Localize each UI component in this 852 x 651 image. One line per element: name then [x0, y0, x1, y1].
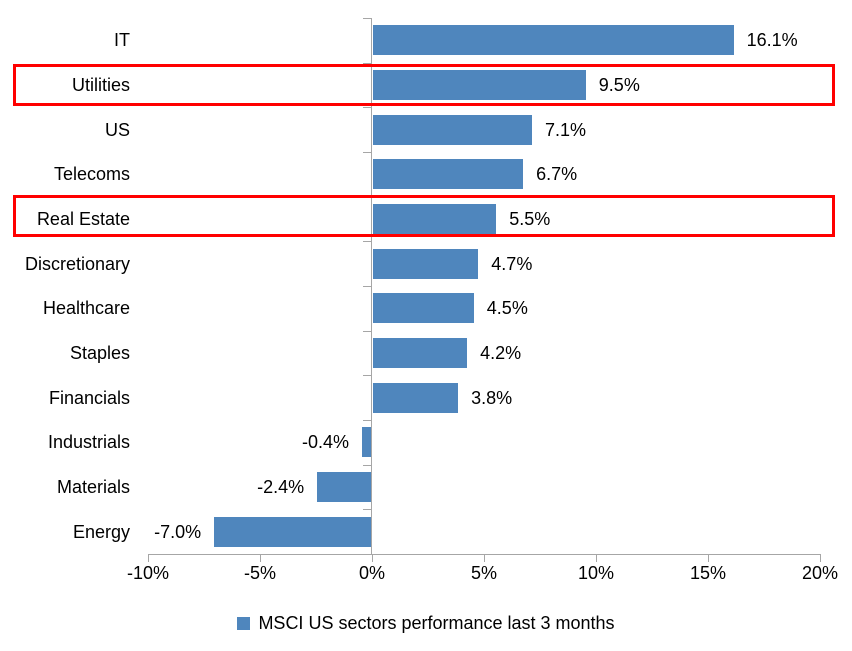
- category-label: Discretionary: [24, 253, 130, 274]
- value-label: 4.7%: [491, 253, 533, 274]
- highlight-box-real-estate: [13, 195, 835, 237]
- category-label: Real Estate: [36, 209, 130, 229]
- bar: [373, 248, 479, 279]
- value-label: -2.4%: [257, 477, 305, 497]
- bar: [373, 338, 468, 368]
- category-label: Telecoms: [53, 164, 130, 185]
- category-label: Industrials: [47, 432, 130, 453]
- bar: [214, 516, 371, 547]
- bar: [373, 159, 524, 190]
- category-label: Healthcare: [42, 298, 130, 319]
- bar: [373, 293, 474, 324]
- value-label: 4.2%: [480, 343, 522, 363]
- category-axis-tick: [363, 62, 371, 64]
- category-label: Energy: [72, 521, 130, 542]
- category-label: Financials: [48, 387, 130, 408]
- value-axis-tick: [484, 554, 485, 562]
- category-axis-tick: [363, 286, 371, 287]
- value-label: 4.5%: [486, 298, 528, 319]
- category-axis-tick: [363, 241, 371, 243]
- legend-label: MSCI US sectors performance last 3 month…: [258, 613, 615, 633]
- legend: MSCI US sectors performance last 3 month…: [0, 611, 852, 635]
- value-axis-tick-label: 20%: [801, 563, 839, 583]
- category-axis-tick: [363, 107, 371, 109]
- category-label: Utilities: [71, 75, 130, 95]
- category-label: Materials: [56, 477, 130, 497]
- highlight-box-utilities: [13, 64, 835, 106]
- bar: [373, 25, 734, 56]
- category-axis-tick: [363, 464, 371, 466]
- value-axis-tick: [708, 554, 709, 562]
- value-axis-tick: [260, 554, 261, 562]
- value-label: 7.1%: [545, 119, 587, 140]
- bar: [373, 70, 586, 100]
- category-axis-tick: [363, 152, 371, 153]
- category-axis-tick: [363, 509, 371, 511]
- category-axis-tick: [363, 375, 371, 377]
- category-label: Staples: [69, 343, 130, 363]
- bar: [317, 472, 371, 502]
- value-label: -7.0%: [154, 521, 202, 542]
- value-axis-tick-label: 10%: [577, 563, 615, 583]
- value-axis-tick: [820, 554, 821, 562]
- value-axis-tick-label: -10%: [126, 563, 170, 583]
- category-axis-tick: [363, 330, 371, 332]
- legend-series-swatch: [237, 616, 251, 630]
- value-label: 3.8%: [471, 387, 513, 408]
- value-axis-tick: [372, 554, 373, 562]
- bar: [373, 382, 459, 413]
- value-axis-tick-label: 15%: [689, 563, 727, 583]
- value-axis-tick-label: 5%: [470, 563, 497, 583]
- category-label: US: [104, 119, 130, 140]
- value-axis-tick-label: -5%: [243, 563, 276, 583]
- value-label: 9.5%: [598, 75, 640, 95]
- value-label: 5.5%: [509, 209, 551, 229]
- category-axis-tick: [363, 420, 371, 421]
- category-axis-line: [371, 18, 372, 554]
- value-label: -0.4%: [301, 432, 349, 453]
- value-axis-tick: [148, 554, 149, 562]
- value-axis-tick-label: 0%: [358, 563, 385, 583]
- value-label: 6.7%: [536, 164, 578, 185]
- bar: [373, 204, 497, 234]
- value-axis-tick: [596, 554, 597, 562]
- bar: [362, 427, 371, 458]
- value-label: 16.1%: [746, 30, 798, 51]
- category-axis-tick: [363, 18, 371, 19]
- bar: [373, 114, 532, 145]
- category-label: IT: [114, 30, 130, 51]
